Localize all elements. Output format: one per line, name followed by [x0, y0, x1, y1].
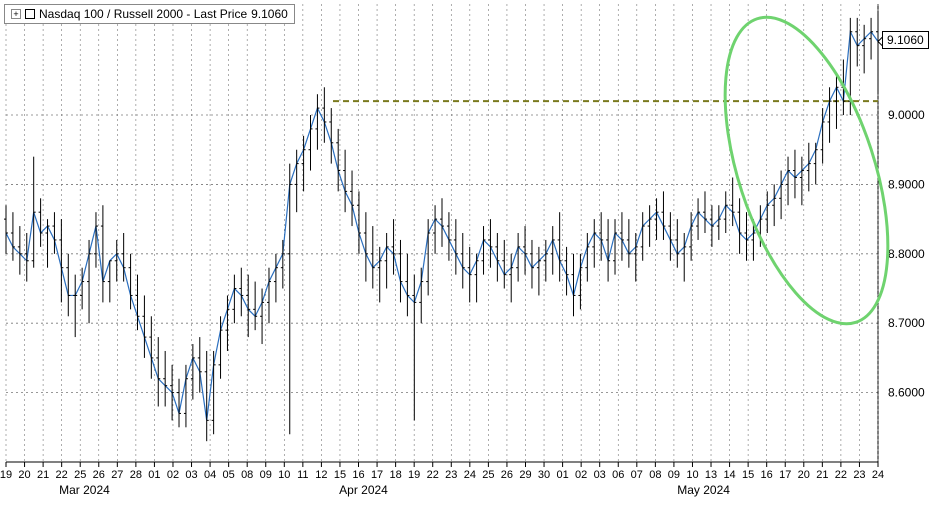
svg-text:21: 21: [37, 469, 49, 481]
svg-text:24: 24: [464, 469, 476, 481]
svg-text:27: 27: [111, 469, 123, 481]
svg-text:26: 26: [93, 469, 105, 481]
svg-text:14: 14: [723, 469, 735, 481]
svg-text:09: 09: [260, 469, 272, 481]
svg-text:20: 20: [18, 469, 30, 481]
svg-text:06: 06: [612, 469, 624, 481]
legend-box: + Nasdaq 100 / Russell 2000 - Last Price…: [4, 4, 295, 24]
svg-text:05: 05: [223, 469, 235, 481]
svg-text:15: 15: [742, 469, 754, 481]
svg-text:02: 02: [575, 469, 587, 481]
svg-text:23: 23: [853, 469, 865, 481]
svg-text:8.6000: 8.6000: [888, 386, 925, 400]
svg-text:29: 29: [519, 469, 531, 481]
svg-text:03: 03: [185, 469, 197, 481]
svg-text:25: 25: [74, 469, 86, 481]
svg-text:8.7000: 8.7000: [888, 316, 925, 330]
svg-text:09: 09: [668, 469, 680, 481]
svg-text:08: 08: [241, 469, 253, 481]
svg-text:10: 10: [278, 469, 290, 481]
svg-text:26: 26: [501, 469, 513, 481]
chart-svg: 8.6000 8.7000 8.8000 8.9000 9.0000 19 20 21 22 25…: [0, 0, 940, 512]
svg-text:07: 07: [631, 469, 643, 481]
svg-text:28: 28: [130, 469, 142, 481]
svg-text:9.0000: 9.0000: [888, 108, 925, 122]
svg-text:Mar 2024: Mar 2024: [59, 483, 110, 497]
svg-text:May 2024: May 2024: [677, 483, 730, 497]
svg-text:10: 10: [686, 469, 698, 481]
legend-title: Nasdaq 100 / Russell 2000 - Last Price: [39, 7, 247, 21]
price-flag: 9.1060: [882, 31, 929, 49]
svg-text:15: 15: [334, 469, 346, 481]
svg-text:24: 24: [872, 469, 884, 481]
chart-container: 8.6000 8.7000 8.8000 8.9000 9.0000 19 20 21 22 25…: [0, 0, 940, 512]
svg-text:8.8000: 8.8000: [888, 247, 925, 261]
svg-text:18: 18: [389, 469, 401, 481]
svg-text:17: 17: [371, 469, 383, 481]
svg-text:8.9000: 8.9000: [888, 177, 925, 191]
svg-text:12: 12: [315, 469, 327, 481]
svg-text:01: 01: [556, 469, 568, 481]
svg-text:16: 16: [352, 469, 364, 481]
svg-text:25: 25: [482, 469, 494, 481]
svg-text:21: 21: [816, 469, 828, 481]
svg-text:13: 13: [705, 469, 717, 481]
svg-text:19: 19: [0, 469, 12, 481]
svg-text:03: 03: [594, 469, 606, 481]
legend-series-marker: [25, 9, 35, 19]
svg-text:19: 19: [408, 469, 420, 481]
svg-text:11: 11: [297, 469, 308, 481]
svg-text:30: 30: [538, 469, 550, 481]
svg-text:22: 22: [56, 469, 68, 481]
svg-text:22: 22: [835, 469, 847, 481]
svg-text:16: 16: [761, 469, 773, 481]
svg-text:23: 23: [445, 469, 457, 481]
price-flag-value: 9.1060: [887, 33, 924, 47]
legend-last-price: 9.1060: [251, 7, 288, 21]
svg-text:02: 02: [167, 469, 179, 481]
legend-expand-icon[interactable]: +: [11, 9, 21, 19]
svg-text:Apr 2024: Apr 2024: [339, 483, 388, 497]
svg-text:08: 08: [649, 469, 661, 481]
svg-text:01: 01: [148, 469, 160, 481]
svg-text:17: 17: [779, 469, 791, 481]
svg-text:20: 20: [798, 469, 810, 481]
svg-text:04: 04: [204, 469, 216, 481]
svg-text:22: 22: [427, 469, 439, 481]
